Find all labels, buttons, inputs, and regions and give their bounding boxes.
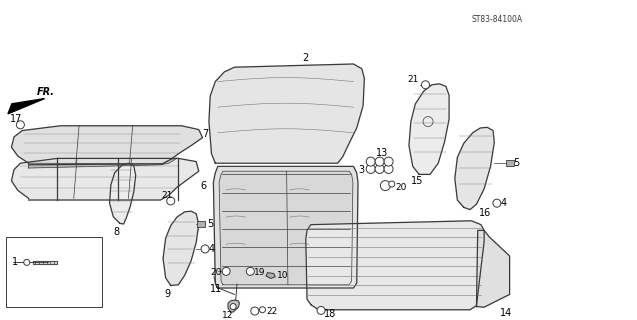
Text: 11: 11 <box>210 284 222 294</box>
Circle shape <box>24 260 30 265</box>
Text: 18: 18 <box>324 309 336 319</box>
Polygon shape <box>476 230 510 307</box>
Circle shape <box>230 304 236 309</box>
Circle shape <box>251 307 259 315</box>
Circle shape <box>375 164 384 173</box>
Polygon shape <box>213 166 358 288</box>
Text: 6: 6 <box>201 180 207 191</box>
Polygon shape <box>455 127 494 210</box>
Text: 1: 1 <box>11 257 18 268</box>
Text: 4: 4 <box>209 244 215 254</box>
Text: 20: 20 <box>395 183 406 192</box>
Text: 12: 12 <box>222 311 233 320</box>
Text: 21: 21 <box>408 75 419 84</box>
Circle shape <box>384 164 393 173</box>
Polygon shape <box>110 163 136 224</box>
Circle shape <box>384 157 393 166</box>
Text: 7: 7 <box>203 129 209 140</box>
Text: 8: 8 <box>113 227 120 237</box>
Text: 17: 17 <box>10 114 22 124</box>
Circle shape <box>366 164 375 173</box>
Bar <box>197 221 205 227</box>
Text: 4: 4 <box>501 198 507 208</box>
Text: 5: 5 <box>513 157 520 168</box>
Text: 13: 13 <box>376 148 388 158</box>
Circle shape <box>167 197 175 205</box>
Polygon shape <box>219 171 353 285</box>
Circle shape <box>366 157 375 166</box>
Circle shape <box>317 307 325 314</box>
Polygon shape <box>11 158 199 200</box>
Circle shape <box>247 267 254 275</box>
Circle shape <box>493 199 501 207</box>
Text: 21: 21 <box>162 191 173 200</box>
Bar <box>6 237 102 307</box>
Polygon shape <box>306 221 484 310</box>
Text: 19: 19 <box>254 268 265 277</box>
Polygon shape <box>29 158 177 168</box>
Polygon shape <box>409 84 449 174</box>
Circle shape <box>17 121 24 129</box>
Polygon shape <box>228 300 240 312</box>
Bar <box>506 160 513 165</box>
Circle shape <box>389 181 395 187</box>
Circle shape <box>422 81 429 89</box>
Text: 10: 10 <box>277 271 289 280</box>
Circle shape <box>259 307 266 313</box>
Polygon shape <box>33 261 57 264</box>
Text: 20: 20 <box>210 268 222 277</box>
Text: 3: 3 <box>359 164 365 175</box>
Text: 22: 22 <box>266 308 278 316</box>
Polygon shape <box>266 273 275 278</box>
Text: 16: 16 <box>479 208 491 218</box>
Polygon shape <box>11 126 203 165</box>
Polygon shape <box>209 64 364 163</box>
Circle shape <box>375 157 384 166</box>
Circle shape <box>380 180 390 191</box>
Polygon shape <box>163 211 199 285</box>
Text: 9: 9 <box>164 289 171 300</box>
Text: 15: 15 <box>411 176 423 186</box>
Text: 2: 2 <box>303 53 309 63</box>
Text: ST83-84100A: ST83-84100A <box>471 15 522 24</box>
Text: 5: 5 <box>207 219 213 229</box>
Polygon shape <box>8 99 45 114</box>
Text: 14: 14 <box>500 308 512 318</box>
Text: FR.: FR. <box>37 87 55 97</box>
Circle shape <box>222 267 230 275</box>
Circle shape <box>201 245 209 253</box>
